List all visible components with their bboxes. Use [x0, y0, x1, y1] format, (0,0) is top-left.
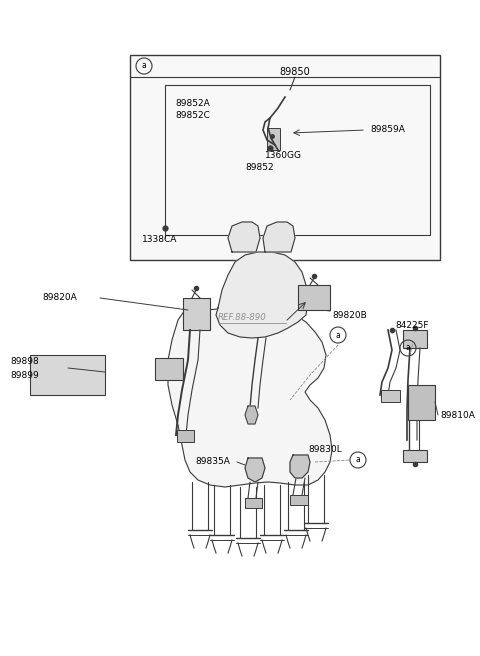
Text: 89835A: 89835A	[195, 457, 230, 466]
Bar	[177, 430, 194, 442]
Bar	[403, 450, 427, 462]
Text: 89852C: 89852C	[175, 112, 210, 121]
Polygon shape	[216, 252, 308, 338]
Polygon shape	[168, 307, 332, 487]
Bar	[165, 85, 430, 235]
Polygon shape	[185, 392, 310, 460]
Polygon shape	[245, 458, 265, 482]
Text: REF.88-890: REF.88-890	[218, 314, 267, 323]
Polygon shape	[228, 222, 260, 252]
Text: 89810A: 89810A	[440, 411, 475, 419]
Bar	[408, 385, 435, 420]
Text: 1338CA: 1338CA	[142, 236, 178, 245]
Text: 89852: 89852	[245, 163, 274, 173]
Bar	[403, 330, 427, 348]
Bar	[245, 498, 262, 508]
Polygon shape	[263, 222, 295, 252]
Text: 89859A: 89859A	[370, 125, 405, 134]
Bar	[381, 390, 400, 402]
Polygon shape	[290, 455, 310, 478]
Bar	[130, 55, 440, 260]
Bar	[298, 285, 330, 310]
Text: 89852A: 89852A	[175, 98, 210, 108]
Text: a: a	[336, 331, 340, 340]
Text: a: a	[356, 455, 360, 464]
Bar	[183, 298, 210, 330]
Text: 84225F: 84225F	[395, 321, 429, 329]
Text: 89898: 89898	[10, 358, 39, 367]
Bar	[267, 128, 280, 150]
Bar	[30, 355, 105, 395]
Text: 89820B: 89820B	[332, 310, 367, 319]
Text: a: a	[406, 344, 410, 352]
Bar	[155, 358, 183, 380]
Text: 89830L: 89830L	[308, 445, 342, 455]
Text: 89899: 89899	[10, 371, 39, 380]
Text: a: a	[142, 62, 146, 70]
Bar	[290, 495, 308, 505]
Text: 89820A: 89820A	[42, 293, 77, 302]
Text: 1360GG: 1360GG	[265, 150, 302, 159]
Polygon shape	[245, 406, 258, 424]
Text: 89850: 89850	[280, 67, 311, 77]
